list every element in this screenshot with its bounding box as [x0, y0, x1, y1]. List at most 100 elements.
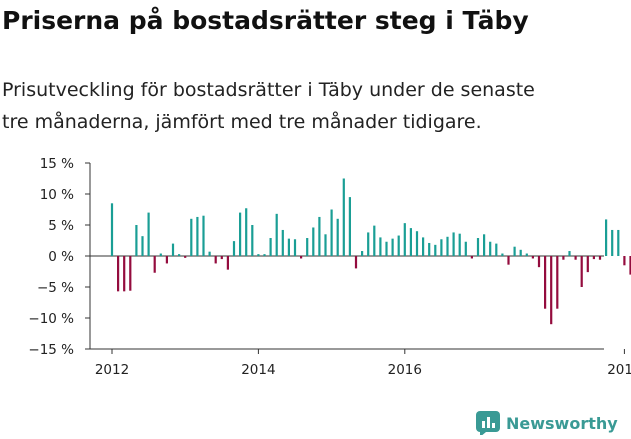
bar-positive — [141, 236, 144, 256]
y-tick-label: 0 % — [48, 249, 74, 265]
brand-logo: Newsworthy — [476, 408, 618, 438]
bar-positive — [440, 239, 443, 256]
bar-positive — [367, 232, 370, 256]
bar-series — [110, 178, 631, 325]
bar-positive — [263, 254, 266, 256]
bar-positive — [483, 234, 486, 256]
bar-positive — [513, 246, 516, 256]
bar-positive — [318, 216, 321, 256]
bar-negative — [117, 256, 120, 292]
bar-positive — [324, 234, 327, 256]
bar-positive — [446, 236, 449, 256]
chart-subtitle: Prisutveckling för bostadsrätter i Täby … — [2, 74, 627, 138]
bar-positive — [403, 223, 406, 256]
bar-positive — [306, 238, 309, 256]
bar-negative — [300, 256, 303, 259]
bar-negative — [598, 256, 602, 260]
bar-positive — [605, 219, 608, 256]
bar-positive — [281, 229, 284, 256]
bar-positive — [135, 225, 138, 256]
bar-positive — [245, 208, 248, 256]
bar-positive — [373, 225, 376, 256]
y-tick-label: 5 % — [48, 218, 74, 234]
bar-positive — [257, 254, 260, 256]
bar-negative — [537, 256, 541, 268]
bar-positive — [617, 229, 620, 256]
bar-positive — [159, 253, 162, 256]
subtitle-line-2: tre månaderna, jämfört med tre månader t… — [2, 111, 482, 133]
bar-negative — [550, 256, 553, 325]
bar-positive — [525, 253, 528, 256]
bar-positive — [202, 215, 205, 256]
bar-positive — [110, 203, 114, 256]
bar-positive — [464, 241, 467, 256]
bar-positive — [348, 197, 351, 256]
bar-negative — [507, 256, 510, 265]
bar-negative — [544, 256, 547, 309]
bar-negative — [623, 256, 626, 266]
y-tick-label: 10 % — [40, 187, 74, 203]
bar-negative — [184, 256, 187, 258]
y-tick-label: 15 % — [40, 156, 74, 172]
bar-negative — [562, 256, 565, 260]
x-tick-label: 2019 — [607, 362, 631, 378]
bar-positive — [147, 212, 150, 256]
bar-positive — [489, 241, 492, 256]
bar-positive — [501, 253, 504, 256]
bar-negative — [153, 256, 156, 273]
y-tick-label: −10 % — [28, 311, 74, 327]
bar-positive — [287, 238, 290, 256]
bar-negative — [220, 256, 223, 260]
bar-positive — [196, 216, 199, 256]
bar-positive — [428, 242, 431, 256]
bar-negative — [580, 256, 583, 287]
bar-positive — [361, 251, 364, 256]
bar-positive — [409, 228, 412, 256]
bar-negative — [226, 256, 229, 270]
bar-negative — [556, 256, 559, 309]
bar-negative — [574, 256, 577, 260]
bar-positive — [379, 237, 382, 256]
bar-positive — [519, 249, 522, 256]
bar-positive — [336, 218, 339, 256]
subtitle-line-1: Prisutveckling för bostadsrätter i Täby … — [2, 79, 535, 101]
bar-positive — [568, 251, 571, 256]
bar-positive — [208, 251, 211, 256]
bar-negative — [354, 256, 358, 269]
bar-positive — [385, 241, 388, 256]
bar-positive — [232, 241, 236, 256]
bar-positive — [312, 227, 315, 256]
brand-name: Newsworthy — [506, 413, 618, 433]
bar-positive — [422, 237, 425, 256]
bar-positive — [275, 213, 278, 256]
bar-negative — [129, 256, 132, 291]
x-tick-label: 2014 — [241, 362, 275, 378]
bar-negative — [629, 256, 631, 275]
x-tick-label: 2016 — [388, 362, 422, 378]
bar-positive — [178, 254, 181, 256]
bar-positive — [330, 209, 333, 256]
bar-chart-logo-icon — [476, 411, 500, 435]
bar-negative — [165, 256, 168, 264]
y-tick-label: −5 % — [37, 280, 74, 296]
x-axis: 2012201420162019202120232025 — [90, 255, 631, 378]
bar-negative — [214, 256, 217, 264]
bar-positive — [458, 233, 461, 256]
bar-negative — [123, 256, 126, 292]
bar-positive — [495, 243, 498, 256]
bar-positive — [611, 229, 614, 256]
x-tick-label: 2012 — [95, 362, 129, 378]
bar-positive — [415, 231, 419, 256]
y-tick-label: −15 % — [28, 342, 74, 358]
bar-negative — [586, 256, 589, 273]
bar-positive — [239, 212, 242, 256]
bar-positive — [251, 225, 254, 256]
bar-positive — [269, 238, 272, 256]
bar-negative — [531, 256, 534, 259]
bar-positive — [293, 239, 297, 256]
bar-positive — [397, 235, 400, 256]
bar-positive — [476, 238, 480, 256]
bar-positive — [434, 244, 437, 256]
page-title: Priserna på bostadsrätter steg i Täby — [2, 6, 529, 35]
